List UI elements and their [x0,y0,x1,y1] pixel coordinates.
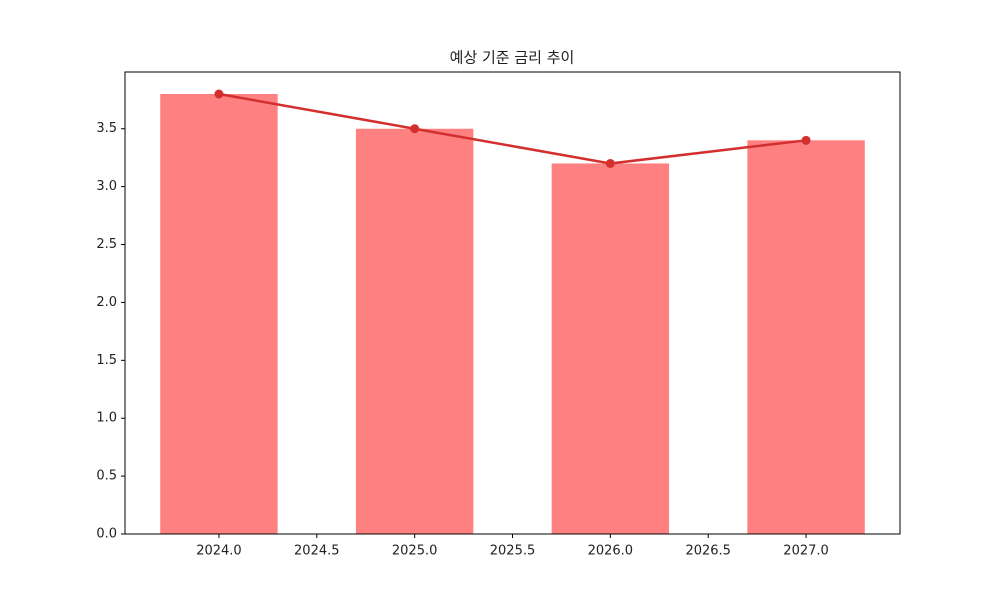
bar [355,128,474,534]
point [410,124,420,134]
y-tick-label: 0.5 [96,469,117,484]
plot-frame [124,71,901,535]
point [214,89,224,99]
bar [160,94,278,534]
point [801,135,811,145]
line [218,92,807,165]
y-tick-label: 1.0 [96,411,117,426]
y-tick-label: 0.0 [96,527,117,542]
point [605,158,615,168]
y-tick-label: 2.5 [96,237,117,252]
x-tick-label: 2025.0 [392,544,438,559]
x-tick-label: 2025.5 [490,544,536,559]
x-tick-label: 2026.5 [685,544,731,559]
bar [551,163,670,534]
x-tick-label: 2024.0 [196,544,242,559]
chart-title: 예상 기준 금리 추이 [450,49,575,67]
y-tick-label: 2.0 [96,295,117,310]
y-tick-label: 3.5 [96,121,117,136]
bar [747,140,865,534]
x-tick-label: 2024.5 [294,544,340,559]
y-tick-label: 1.5 [96,353,117,368]
y-tick-label: 3.0 [96,179,117,194]
x-tick-label: 2026.0 [588,544,634,559]
x-tick-label: 2027.0 [783,544,829,559]
